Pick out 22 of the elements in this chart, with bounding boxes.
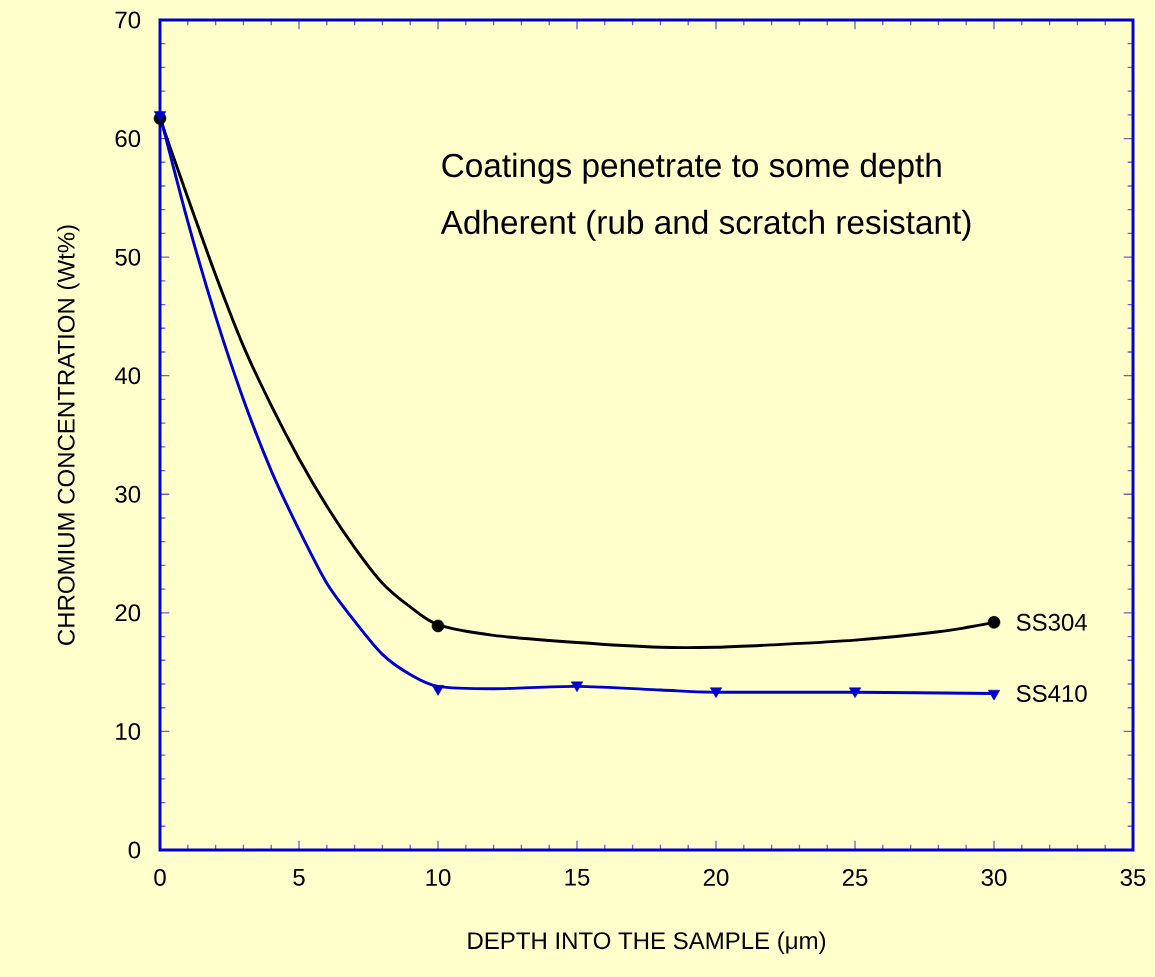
y-axis-title: CHROMIUM CONCENTRATION (Wt%) — [57, 225, 80, 645]
x-axis-title: DEPTH INTO THE SAMPLE (μm) — [468, 931, 826, 954]
x-tick-label: 5 — [293, 868, 305, 886]
y-tick-label: 60 — [115, 130, 141, 148]
x-tick-label: 30 — [981, 868, 1007, 886]
series-label: SS304 — [1016, 613, 1087, 631]
x-tick-label: 15 — [565, 868, 590, 886]
x-tick-label: 10 — [426, 868, 451, 886]
x-tick-label: 20 — [703, 868, 729, 886]
y-tick-label: 10 — [116, 722, 141, 740]
y-tick-label: 50 — [115, 248, 141, 266]
x-tick-label: 0 — [154, 868, 166, 886]
annotation: Adherent (rub and scratch resistant) — [440, 209, 971, 241]
y-tick-label: 30 — [115, 485, 141, 503]
x-tick-label: 35 — [1120, 868, 1146, 886]
y-tick-label: 40 — [114, 367, 141, 385]
y-tick-label: 20 — [115, 604, 141, 622]
x-tick-label: 25 — [842, 868, 868, 886]
y-tick-label: 70 — [115, 11, 141, 29]
annotation: Coatings penetrate to some depth — [442, 152, 941, 184]
series-label: SS410 — [1016, 684, 1087, 702]
y-tick-label: 0 — [128, 841, 141, 859]
